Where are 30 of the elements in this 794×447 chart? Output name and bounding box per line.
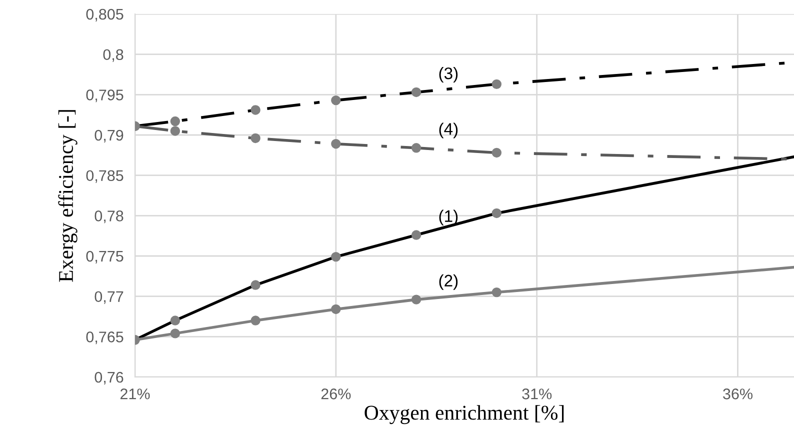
point	[170, 328, 180, 338]
point	[411, 143, 422, 153]
point	[250, 316, 260, 326]
y-tick-label: 0,76	[94, 372, 124, 384]
x-axis-title: Oxygen enrichment [%]	[364, 405, 564, 424]
point	[250, 133, 260, 144]
x-tick-label: 36%	[723, 388, 752, 400]
y-axis-title: Exergy efficiency [-]	[58, 110, 78, 282]
y-tick-label: 0,765	[86, 332, 124, 344]
x-tick-label: 26%	[321, 388, 351, 400]
point	[492, 148, 502, 158]
y-tick-label: 0,795	[86, 90, 124, 102]
x-tick-label: 21%	[120, 388, 150, 400]
y-tick-label: 0,79	[94, 130, 124, 142]
y-tick-label: 0,77	[94, 291, 124, 304]
y-tick-label: 0,8	[103, 49, 124, 62]
y-tick-label: 0,78	[94, 210, 124, 224]
point	[411, 294, 422, 304]
point	[331, 304, 341, 314]
y-tick-label: 0,775	[86, 250, 124, 264]
series-label: (2)	[439, 274, 458, 290]
x-tick-label: 31%	[522, 388, 552, 400]
series-label: (4)	[439, 122, 458, 138]
series-label: (3)	[439, 67, 458, 83]
y-tick-label: 0,785	[86, 170, 124, 183]
y-tick-label: 0,805	[86, 8, 124, 22]
series-label: (1)	[439, 210, 458, 226]
point	[170, 126, 180, 136]
point	[492, 287, 502, 298]
point	[331, 139, 341, 149]
